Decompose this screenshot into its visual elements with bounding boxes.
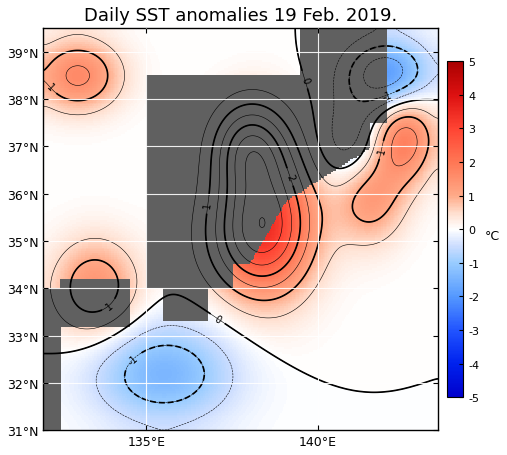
Text: -1: -1 (381, 90, 393, 102)
Text: 1: 1 (103, 300, 115, 312)
Text: 2: 2 (284, 173, 296, 182)
Text: -1: -1 (126, 353, 140, 366)
Text: 1: 1 (202, 201, 213, 209)
Text: 1: 1 (44, 82, 56, 94)
Y-axis label: °C: °C (485, 230, 500, 243)
Title: Daily SST anomalies 19 Feb. 2019.: Daily SST anomalies 19 Feb. 2019. (84, 7, 397, 25)
Text: 0: 0 (299, 76, 311, 85)
Text: 0: 0 (212, 313, 223, 325)
Text: 1: 1 (376, 147, 387, 155)
